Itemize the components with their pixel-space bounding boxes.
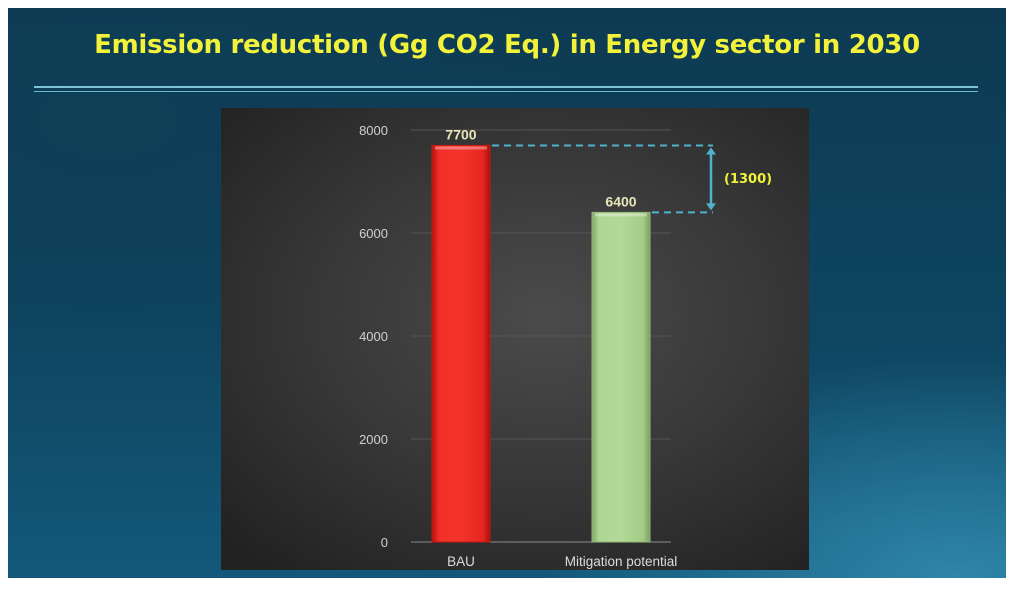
difference-label: (1300) xyxy=(724,172,772,187)
y-tick-label: 6000 xyxy=(359,226,388,241)
bar-highlight xyxy=(595,213,647,217)
y-tick-label: 4000 xyxy=(359,329,388,344)
x-axis: BAU Mitigation potential xyxy=(447,554,677,569)
data-labels: 7700 6400 xyxy=(445,126,636,209)
slide-background: Emission reduction (Gg CO2 Eq.) in Energ… xyxy=(8,8,1006,578)
title-underline xyxy=(34,86,978,88)
x-category-label: Mitigation potential xyxy=(565,554,678,569)
arrow-head-down-icon xyxy=(706,203,716,211)
x-category-label: BAU xyxy=(447,554,475,569)
data-label: 6400 xyxy=(605,193,636,209)
bar-chart: 0 2000 4000 6000 8000 7700 6400 BAU Mitigation… xyxy=(359,123,772,569)
y-tick-label: 0 xyxy=(381,535,388,550)
y-tick-label: 2000 xyxy=(359,432,388,447)
chart-panel: 0 2000 4000 6000 8000 7700 6400 BAU Mitigation… xyxy=(221,108,809,570)
title-underline-secondary xyxy=(34,91,978,92)
bar-mitigation-potential xyxy=(591,211,651,543)
arrow-head-up-icon xyxy=(706,147,716,155)
bars xyxy=(431,144,651,543)
bar-highlight xyxy=(435,146,487,150)
y-tick-label: 8000 xyxy=(359,123,388,138)
data-label: 7700 xyxy=(445,126,476,142)
slide-title: Emission reduction (Gg CO2 Eq.) in Energ… xyxy=(94,30,920,60)
difference-annotation: (1300) xyxy=(492,144,772,214)
bar-bau xyxy=(431,144,491,543)
